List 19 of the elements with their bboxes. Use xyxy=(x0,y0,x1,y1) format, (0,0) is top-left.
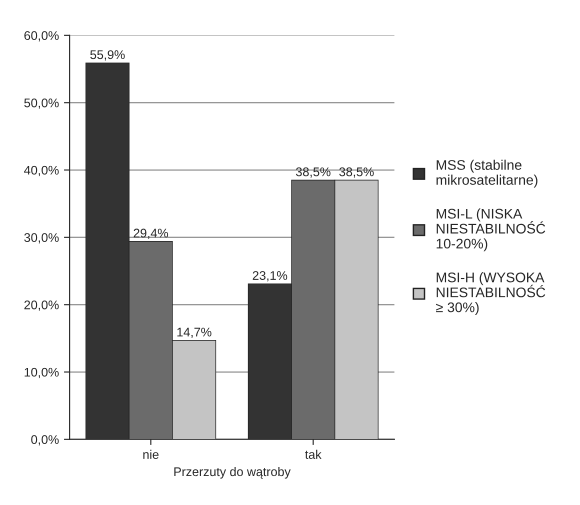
data-label: 29,4% xyxy=(134,228,168,240)
y-tick-label: 10,0% xyxy=(24,368,59,378)
data-label: 14,7% xyxy=(177,328,212,338)
data-label: 38,5% xyxy=(339,167,374,178)
y-tick-label: 60,0% xyxy=(24,31,59,42)
y-tick-label: 0,0% xyxy=(31,435,59,446)
y-tick-label: 20,0% xyxy=(24,300,59,311)
x-tick-label: tak xyxy=(305,450,322,459)
data-label: 23,1% xyxy=(252,271,288,282)
y-tick-label: 30,0% xyxy=(24,233,59,244)
y-tick-label: 50,0% xyxy=(24,98,59,109)
x-axis-title: Przerzuty do wątroby xyxy=(174,466,291,479)
data-label: 55,9% xyxy=(90,50,125,61)
legend-label: MSI-H (WYSOKA NIESTABILNOŚĆ ≥ 30%) xyxy=(436,272,546,315)
x-tick-label: nie xyxy=(143,450,159,459)
legend-label: MSI-L (NISKA NIESTABILNOŚĆ 10-20%) xyxy=(436,208,546,252)
y-tick-label: 40,0% xyxy=(24,166,59,176)
legend-label: MSS (stabilne mikrosatelitarne) xyxy=(436,160,538,188)
data-label: 38,5% xyxy=(296,167,330,178)
